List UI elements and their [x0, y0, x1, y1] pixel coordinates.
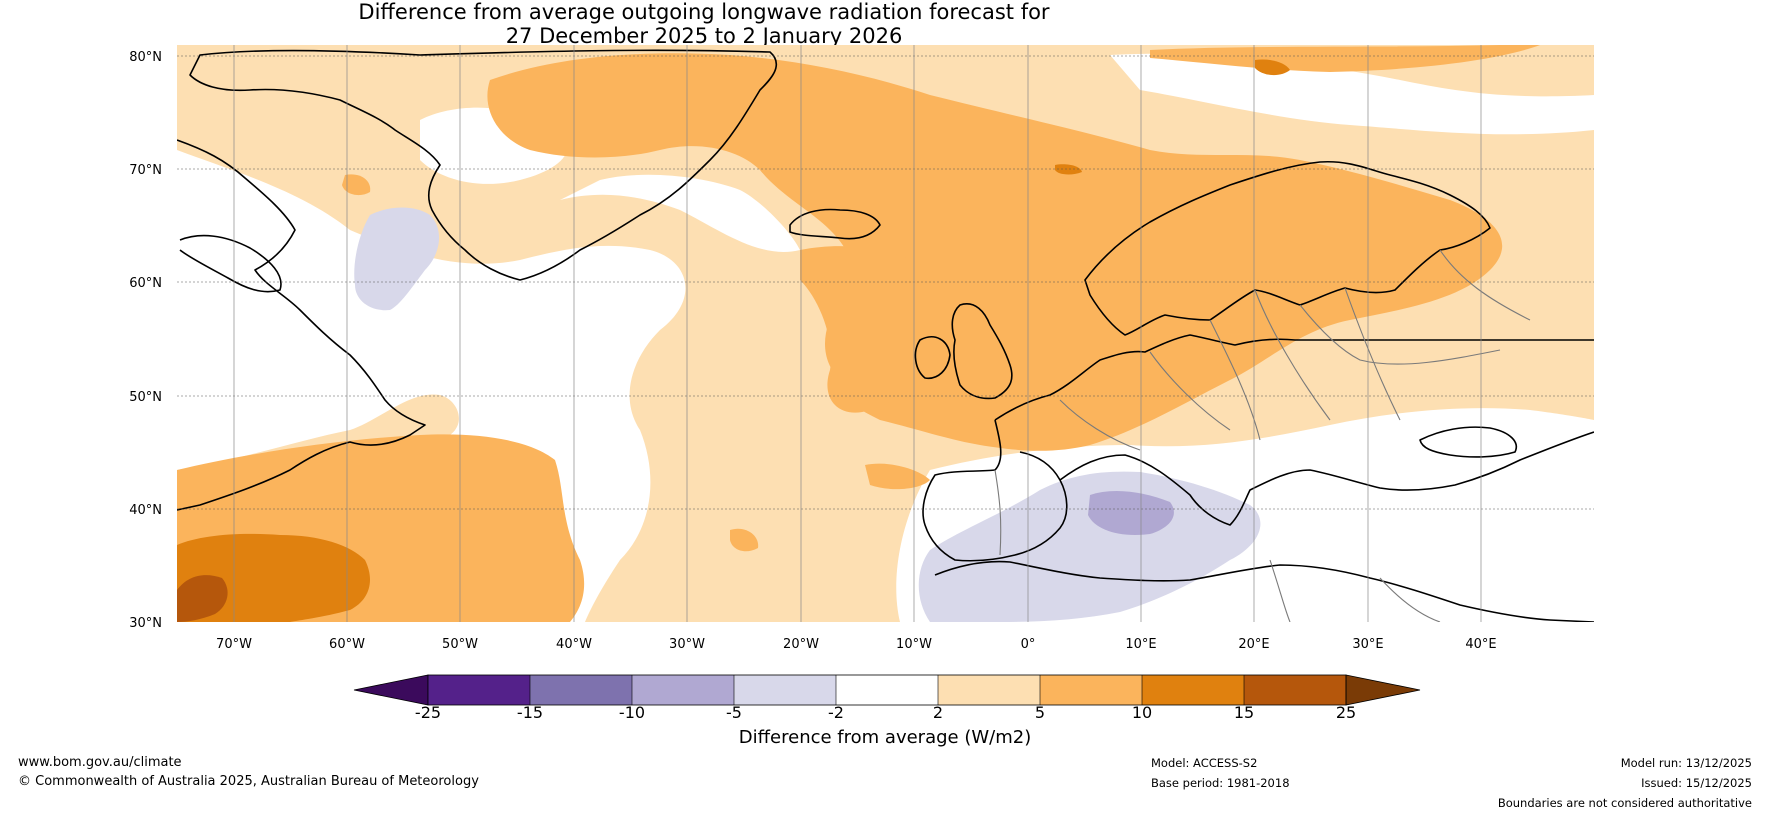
lon-label-30w: 30°W — [669, 637, 705, 652]
colorbar-tick-label: 5 — [1035, 703, 1045, 722]
coast-europe-west — [994, 334, 1594, 421]
lon-label-70w: 70°W — [216, 637, 252, 652]
coast-ireland — [914, 336, 951, 380]
model-run-date: Model run: 13/12/2025 — [1620, 756, 1752, 770]
lon-label-10w: 10°W — [896, 637, 932, 652]
lon-label-20w: 20°W — [783, 637, 819, 652]
colorbar-bin-6 — [938, 675, 1040, 705]
lon-label-0: 0° — [1021, 637, 1036, 652]
colorbar-tick-label: -5 — [726, 703, 742, 722]
olr-strong-positive-norwegian-sea-spot — [1055, 164, 1082, 175]
lat-label-40n: 40°N — [129, 503, 162, 518]
coast-black-sea — [1419, 426, 1517, 458]
lon-label-40w: 40°W — [556, 637, 592, 652]
lat-label-30n: 30°N — [129, 616, 162, 631]
lon-label-20e: 20°E — [1238, 637, 1269, 652]
colorbar-bin-2 — [530, 675, 632, 705]
lon-label-10e: 10°E — [1125, 637, 1156, 652]
olr-near-average-arctic — [1110, 53, 1594, 135]
coast-canada-islands — [179, 234, 282, 293]
colorbar-title: Difference from average (W/m2) — [738, 727, 1032, 748]
footer-run-info: Model run: 13/12/2025 Issued: 15/12/2025… — [1498, 753, 1752, 813]
colorbar-tick-label: -2 — [828, 703, 844, 722]
olr-very-strong-positive-subtropical-west — [177, 575, 228, 622]
country-boundaries — [994, 249, 1531, 622]
olr-strong-positive-barents-spot — [1255, 59, 1290, 76]
lon-label-60w: 60°W — [329, 637, 365, 652]
colorbar-tick-label: -25 — [415, 703, 441, 722]
coast-iberia-france — [922, 419, 1068, 562]
boundaries-disclaimer: Boundaries are not considered authoritat… — [1497, 796, 1752, 810]
olr-negative-labrador-sea — [354, 207, 440, 311]
lat-label-50n: 50°N — [129, 390, 162, 405]
source-url: www.bom.gov.au/climate — [18, 755, 182, 770]
olr-positive-central-atlantic — [800, 246, 961, 413]
longitude-lines — [233, 45, 1482, 622]
coast-iceland — [789, 208, 881, 240]
lon-label-30e: 30°E — [1352, 637, 1383, 652]
colorbar-tick-label: 10 — [1132, 703, 1152, 722]
footer-model-info: Model: ACCESS-S2 Base period: 1981-2018 — [1151, 753, 1290, 793]
colorbar-bin-4 — [734, 675, 836, 705]
coast-italy-balkans — [1059, 431, 1594, 526]
olr-near-average-mid-atlantic — [560, 174, 800, 252]
colorbar-extend-low — [353, 674, 429, 706]
olr-positive-north-atlantic-europe — [487, 53, 1503, 451]
colorbar-tick-label: -15 — [517, 703, 543, 722]
colorbar-bin-3 — [632, 675, 734, 705]
olr-positive-greenland-spot — [342, 174, 371, 196]
coast-british-isles — [951, 303, 1013, 400]
lat-label-80n: 80°N — [129, 50, 162, 65]
colorbar-dividers — [529, 675, 1245, 705]
lat-label-60n: 60°N — [129, 276, 162, 291]
colorbar-bin-8 — [1142, 675, 1244, 705]
latitude-labels: 80°N 70°N 60°N 50°N 40°N 30°N — [129, 50, 162, 631]
colorbar: -25 -15 -10 -5 -2 2 5 10 15 25 — [353, 674, 1421, 722]
colorbar-bin-9 — [1244, 675, 1346, 705]
lat-label-70n: 70°N — [129, 163, 162, 178]
colorbar-tick-label: 2 — [933, 703, 943, 722]
latitude-lines — [177, 55, 1594, 510]
base-period: Base period: 1981-2018 — [1151, 776, 1290, 790]
model-name: Model: ACCESS-S2 — [1151, 756, 1258, 770]
chart-title: Difference from average outgoing longwav… — [0, 0, 1408, 48]
colorbar-bin-1 — [428, 675, 530, 705]
lon-label-50w: 50°W — [442, 637, 478, 652]
coast-canada-north — [177, 139, 426, 511]
colorbar-extend-high — [1345, 674, 1421, 706]
coast-scandinavia — [1084, 160, 1491, 336]
olr-positive-arctic-strip — [1150, 45, 1540, 72]
graticule — [177, 45, 1594, 622]
title-line-1: Difference from average outgoing longwav… — [358, 0, 1050, 24]
copyright-notice: © Commonwealth of Australia 2025, Austra… — [18, 774, 479, 789]
olr-positive-azores-spot — [730, 528, 759, 552]
colorbar-tick-label: 15 — [1234, 703, 1254, 722]
coast-greenland — [189, 49, 777, 281]
colorbar-tick-label: 25 — [1336, 703, 1356, 722]
olr-moderate-negative-central-mediterranean — [1088, 490, 1174, 536]
title-line-2: 27 December 2025 to 2 January 2026 — [505, 24, 903, 48]
colorbar-bin-5 — [836, 675, 938, 705]
colorbar-bin-7 — [1040, 675, 1142, 705]
colorbar-tick-label: -10 — [619, 703, 645, 722]
colorbar-outline — [427, 674, 1347, 706]
map-area — [177, 45, 1594, 622]
lon-label-40e: 40°E — [1465, 637, 1496, 652]
footer-left: www.bom.gov.au/climate © Commonwealth of… — [18, 753, 479, 791]
longitude-labels: 70°W 60°W 50°W 40°W 30°W 20°W 10°W 0° 10… — [216, 637, 1497, 652]
issued-date: Issued: 15/12/2025 — [1641, 776, 1752, 790]
